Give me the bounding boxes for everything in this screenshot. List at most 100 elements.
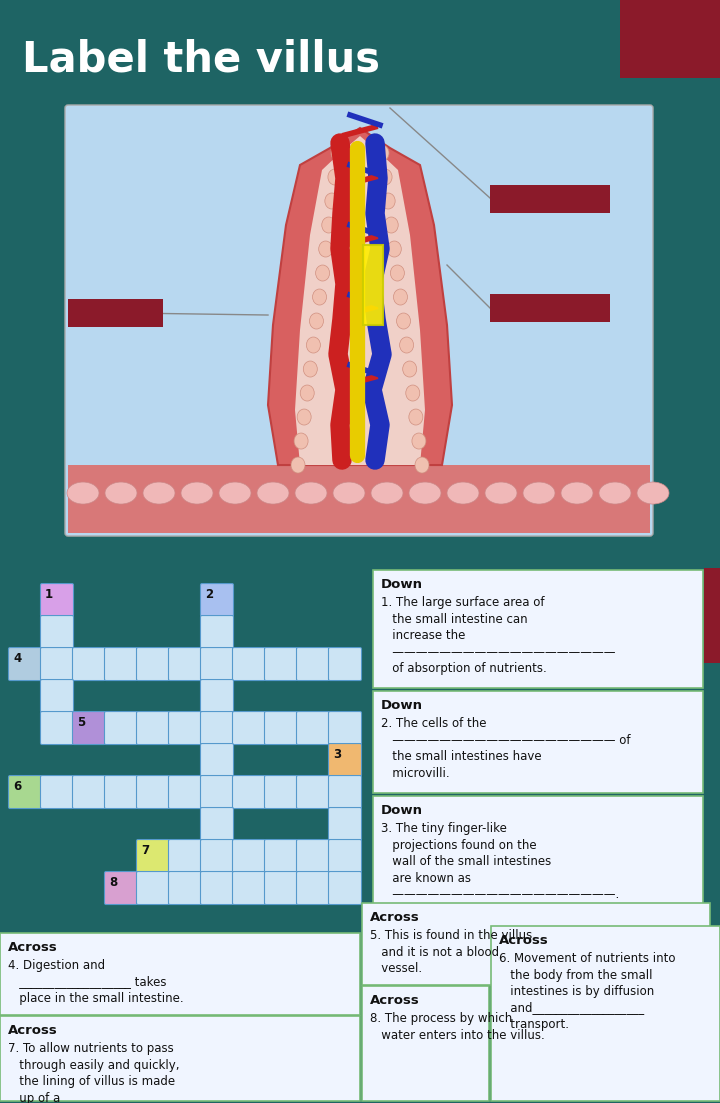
FancyBboxPatch shape — [168, 871, 202, 904]
Ellipse shape — [319, 242, 333, 257]
FancyBboxPatch shape — [73, 647, 106, 681]
FancyBboxPatch shape — [40, 647, 73, 681]
Ellipse shape — [378, 169, 392, 185]
Ellipse shape — [315, 265, 330, 281]
Bar — [491, 927, 720, 1101]
FancyBboxPatch shape — [104, 775, 138, 808]
Text: 2. The cells of the
   ——————————————————— of
   the small intestines have
   mi: 2. The cells of the ——————————————————— … — [381, 717, 631, 780]
FancyBboxPatch shape — [200, 839, 233, 872]
FancyBboxPatch shape — [297, 871, 330, 904]
Ellipse shape — [67, 482, 99, 504]
Bar — [620, 0, 720, 78]
Ellipse shape — [637, 482, 669, 504]
Ellipse shape — [181, 482, 213, 504]
FancyBboxPatch shape — [233, 647, 266, 681]
Ellipse shape — [400, 338, 413, 353]
Ellipse shape — [375, 144, 389, 161]
Text: 6. Movement of nutrients into
   the body from the small
   intestines is by dif: 6. Movement of nutrients into the body f… — [499, 952, 675, 1031]
Ellipse shape — [310, 313, 323, 329]
Ellipse shape — [381, 193, 395, 208]
Ellipse shape — [599, 482, 631, 504]
FancyBboxPatch shape — [168, 839, 202, 872]
Ellipse shape — [294, 433, 308, 449]
Text: Down: Down — [381, 699, 423, 713]
Bar — [68, 299, 163, 326]
Bar — [363, 245, 383, 325]
Text: 2: 2 — [205, 588, 213, 601]
Bar — [490, 295, 610, 322]
Bar — [373, 692, 703, 793]
FancyBboxPatch shape — [104, 647, 138, 681]
Ellipse shape — [307, 338, 320, 353]
Polygon shape — [295, 136, 425, 465]
Ellipse shape — [561, 482, 593, 504]
FancyBboxPatch shape — [40, 615, 73, 649]
Text: 8: 8 — [109, 876, 117, 889]
Ellipse shape — [303, 361, 318, 377]
FancyBboxPatch shape — [297, 839, 330, 872]
FancyBboxPatch shape — [328, 775, 361, 808]
Text: Across: Across — [370, 911, 420, 924]
Text: 7: 7 — [141, 844, 149, 857]
Ellipse shape — [390, 265, 405, 281]
Ellipse shape — [300, 385, 314, 401]
Bar — [68, 465, 650, 533]
Ellipse shape — [387, 242, 401, 257]
FancyBboxPatch shape — [40, 679, 73, 713]
FancyBboxPatch shape — [137, 647, 169, 681]
Bar — [704, 568, 720, 663]
Polygon shape — [268, 128, 452, 465]
FancyBboxPatch shape — [264, 647, 297, 681]
Bar — [0, 933, 360, 1015]
Text: 3: 3 — [333, 748, 341, 761]
FancyBboxPatch shape — [73, 711, 106, 745]
FancyBboxPatch shape — [264, 775, 297, 808]
FancyBboxPatch shape — [9, 647, 42, 681]
Text: Across: Across — [370, 994, 420, 1007]
FancyBboxPatch shape — [264, 839, 297, 872]
Text: 8. The process by which
   water enters into the villus.: 8. The process by which water enters int… — [370, 1013, 545, 1041]
Text: Down: Down — [381, 578, 423, 591]
FancyBboxPatch shape — [137, 871, 169, 904]
FancyBboxPatch shape — [233, 839, 266, 872]
Text: 1. The large surface area of
   the small intestine can
   increase the
   —————: 1. The large surface area of the small i… — [381, 596, 616, 675]
FancyBboxPatch shape — [264, 871, 297, 904]
Ellipse shape — [415, 457, 429, 473]
FancyBboxPatch shape — [264, 711, 297, 745]
Ellipse shape — [409, 482, 441, 504]
Ellipse shape — [371, 482, 403, 504]
Ellipse shape — [322, 217, 336, 233]
Bar — [490, 185, 610, 213]
FancyBboxPatch shape — [200, 807, 233, 840]
Text: Label the villus: Label the villus — [22, 38, 380, 81]
Text: Down: Down — [381, 804, 423, 817]
FancyBboxPatch shape — [168, 775, 202, 808]
Ellipse shape — [397, 313, 410, 329]
Text: Across: Across — [499, 934, 549, 947]
FancyBboxPatch shape — [328, 743, 361, 777]
FancyBboxPatch shape — [137, 775, 169, 808]
FancyBboxPatch shape — [200, 647, 233, 681]
FancyBboxPatch shape — [137, 711, 169, 745]
FancyBboxPatch shape — [200, 679, 233, 713]
FancyBboxPatch shape — [200, 871, 233, 904]
FancyBboxPatch shape — [65, 105, 653, 536]
FancyBboxPatch shape — [200, 583, 233, 617]
Text: Across: Across — [8, 941, 58, 954]
FancyBboxPatch shape — [200, 743, 233, 777]
FancyBboxPatch shape — [137, 839, 169, 872]
FancyBboxPatch shape — [233, 775, 266, 808]
Bar — [373, 570, 703, 688]
Ellipse shape — [384, 217, 398, 233]
Ellipse shape — [105, 482, 137, 504]
Text: 4: 4 — [13, 652, 22, 665]
Ellipse shape — [325, 193, 339, 208]
Ellipse shape — [312, 289, 327, 306]
Text: 6: 6 — [13, 780, 22, 793]
FancyBboxPatch shape — [297, 775, 330, 808]
Ellipse shape — [412, 433, 426, 449]
FancyBboxPatch shape — [328, 871, 361, 904]
Ellipse shape — [447, 482, 479, 504]
Ellipse shape — [291, 457, 305, 473]
Ellipse shape — [402, 361, 417, 377]
